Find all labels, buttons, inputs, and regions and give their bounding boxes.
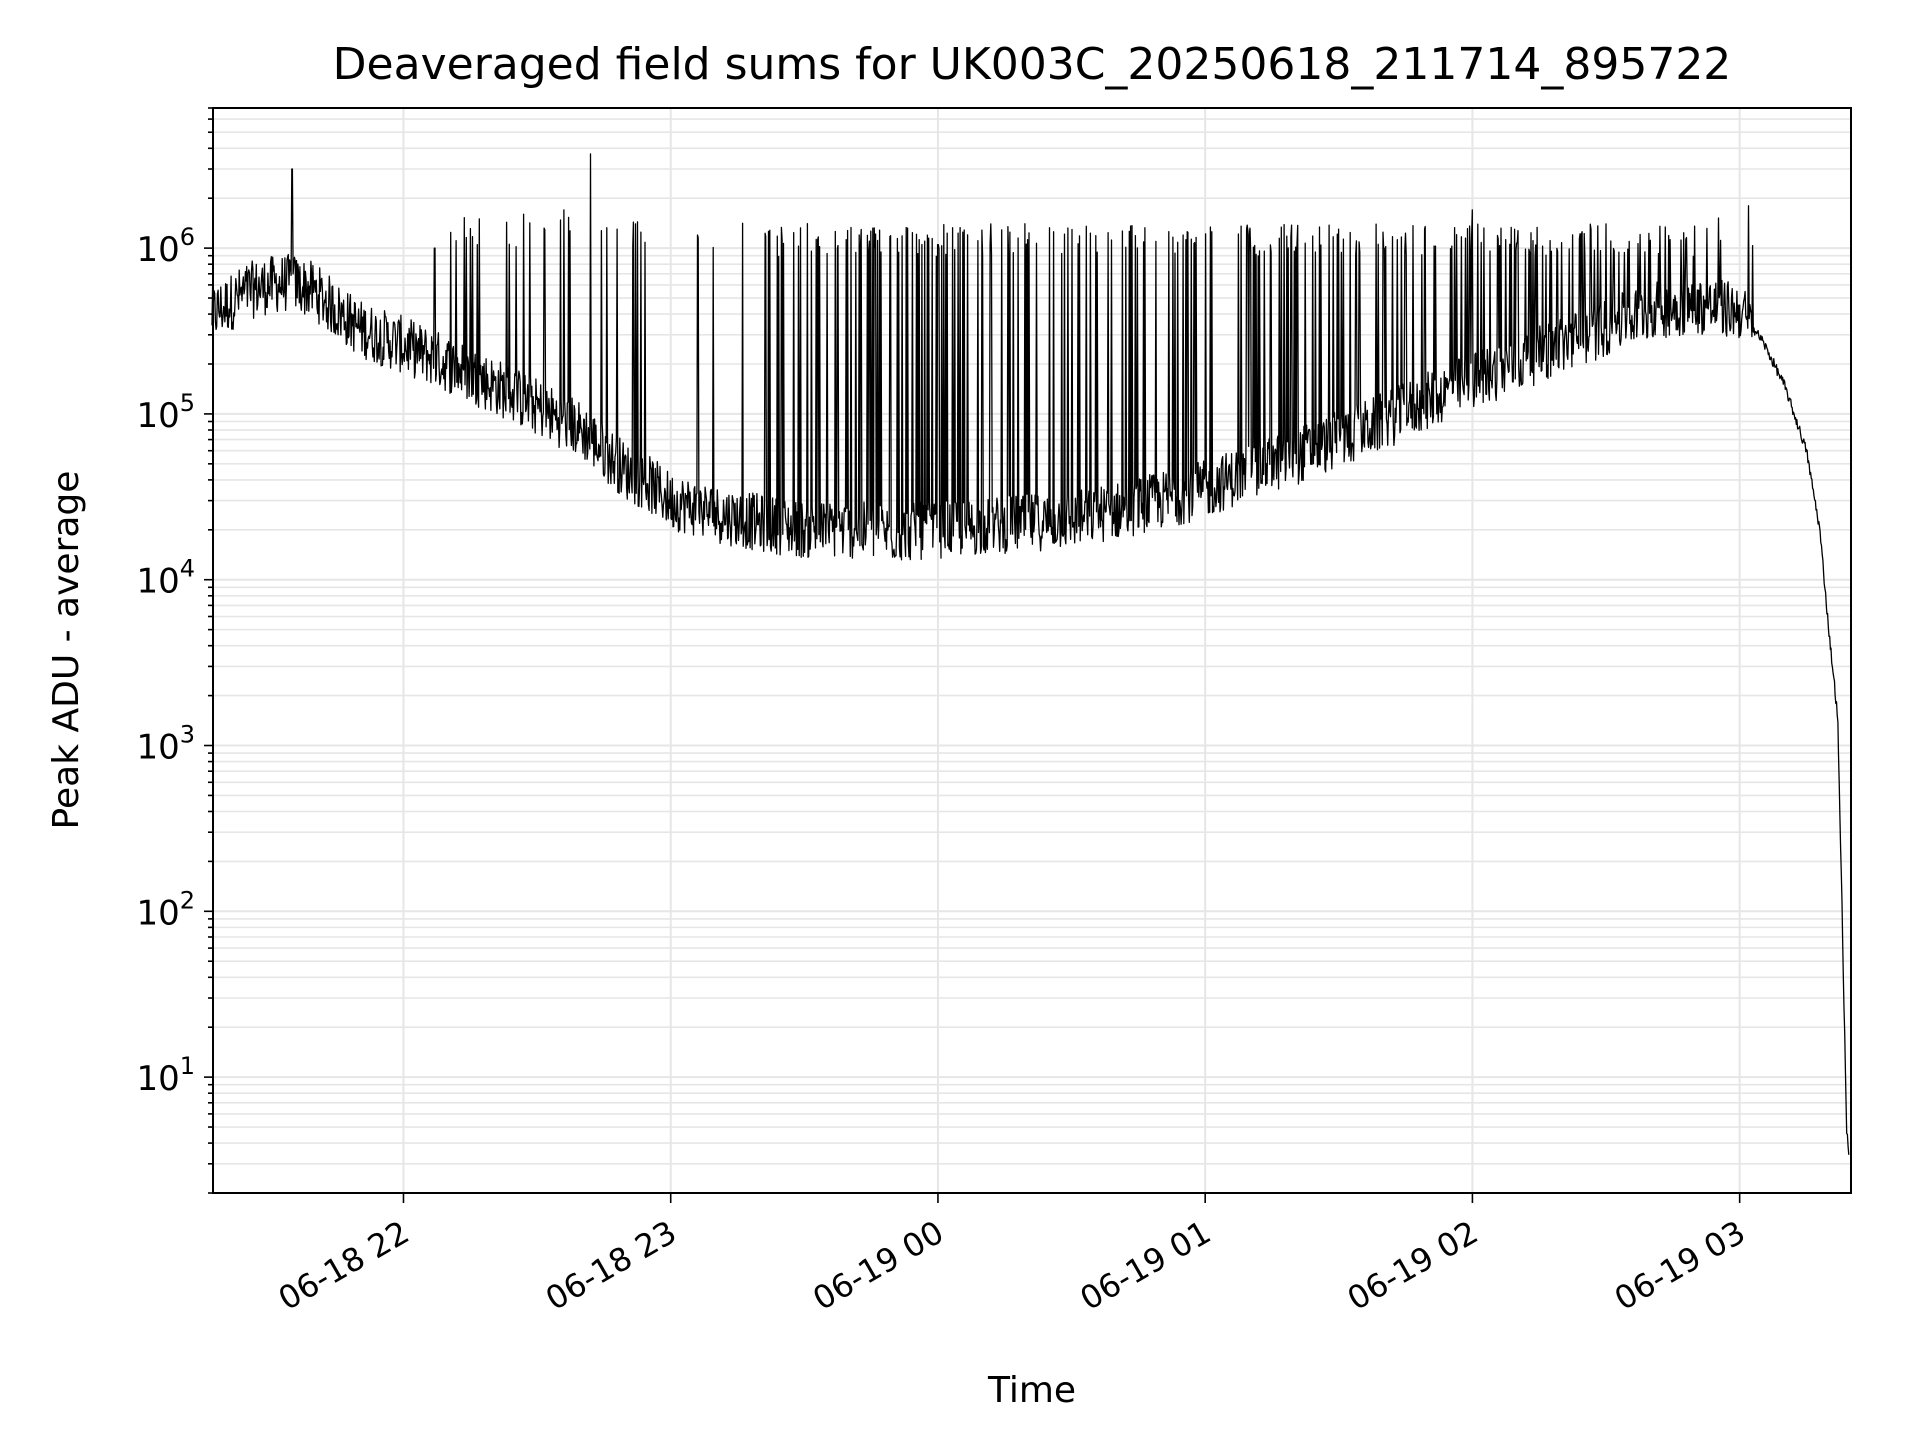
- y-tick-base: 10: [136, 230, 179, 270]
- y-tick-label: 103: [136, 721, 195, 768]
- y-tick-base: 10: [136, 1059, 179, 1099]
- y-tick-base: 10: [136, 396, 179, 436]
- y-axis-label: Peak ADU - average: [46, 471, 87, 830]
- y-tick-exponent: 6: [180, 223, 195, 251]
- y-tick-base: 10: [136, 562, 179, 602]
- y-tick-label: 104: [136, 555, 195, 602]
- chart-title: Deaveraged field sums for UK003C_2025061…: [333, 39, 1732, 90]
- series-line: [211, 153, 1850, 1155]
- series-layer: [211, 153, 1850, 1155]
- y-tick-label: 102: [136, 886, 195, 933]
- y-tick-base: 10: [136, 728, 179, 768]
- y-tick-label: 101: [136, 1052, 195, 1099]
- y-tick-exponent: 5: [180, 389, 195, 417]
- y-tick-label: 105: [136, 389, 195, 436]
- y-tick-exponent: 3: [180, 721, 195, 749]
- grid-layer: [213, 107, 1851, 1194]
- plot-frame: [212, 107, 1852, 1194]
- y-tick-label: 106: [136, 223, 195, 270]
- y-tick-base: 10: [136, 893, 179, 933]
- y-tick-exponent: 1: [180, 1052, 195, 1080]
- y-tick-exponent: 4: [180, 555, 195, 583]
- y-tick-exponent: 2: [180, 886, 195, 914]
- x-axis-label: Time: [987, 1370, 1076, 1411]
